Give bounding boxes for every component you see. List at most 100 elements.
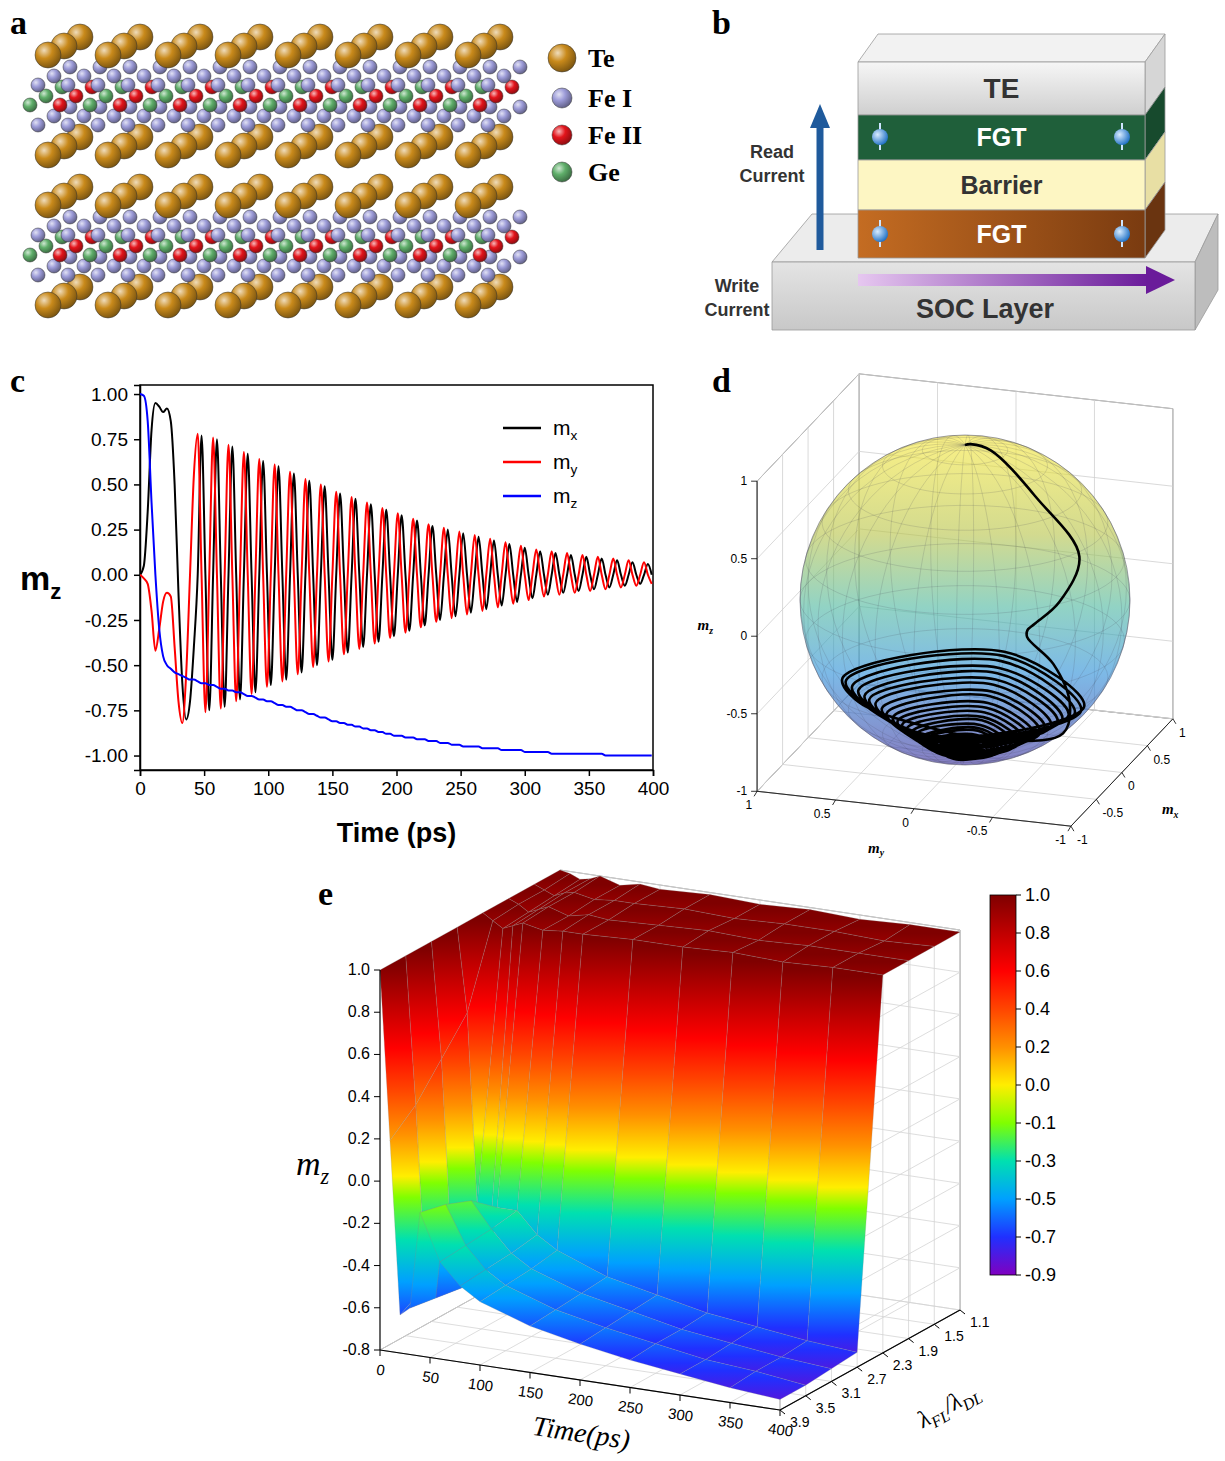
atom: [91, 268, 105, 282]
atom: [513, 60, 527, 74]
tick-label: 0.4: [348, 1088, 370, 1105]
atom: [123, 60, 137, 74]
atom: [377, 219, 391, 233]
atom: [443, 248, 457, 262]
atom: [391, 228, 405, 242]
atom: [31, 118, 45, 132]
panel-letter: e: [318, 875, 333, 912]
atom: [47, 69, 61, 83]
atom: [95, 192, 121, 218]
tick-label: 3.9: [790, 1414, 810, 1430]
spin: [872, 129, 888, 145]
atom: [77, 69, 91, 83]
label-subscript: z: [571, 496, 578, 511]
crystal-structure: TeFe IFe IIGe: [23, 24, 642, 318]
atom: [497, 219, 511, 233]
atom: [437, 219, 451, 233]
atom: [91, 228, 105, 242]
surface-cell: [807, 967, 883, 1352]
tick-mark: [134, 394, 140, 396]
atom: [121, 118, 135, 132]
atom: [23, 248, 37, 262]
tick-mark: [1147, 746, 1150, 751]
atom: [481, 228, 495, 242]
atom: [335, 142, 361, 168]
arrow-label: WriteCurrent: [704, 276, 769, 320]
tick-mark: [580, 1380, 581, 1386]
atom: [91, 78, 105, 92]
tick: -0.75: [85, 700, 140, 721]
tick-mark: [374, 1054, 380, 1055]
tick-mark: [630, 1388, 631, 1394]
legend-swatch: [503, 461, 541, 464]
colorbar: [990, 895, 1016, 1275]
atom: [455, 192, 481, 218]
atom: [497, 69, 511, 83]
atom: [513, 250, 527, 264]
tick-label: -0.7: [1025, 1227, 1056, 1247]
grid-line: [757, 791, 1071, 826]
label-subscript: x: [571, 428, 578, 443]
atom: [173, 248, 187, 262]
sphere-chart: -1-0.500.51-1-0.500.51-1-0.500.51mxmymz: [698, 374, 1186, 859]
atom: [95, 142, 121, 168]
line-chart: 050100150200250300350400-1.00-0.75-0.50-…: [20, 384, 669, 848]
atom: [513, 210, 527, 224]
tick-mark: [374, 1181, 380, 1182]
tick-mark: [806, 1396, 811, 1400]
atom: [151, 268, 165, 282]
tick-mark: [1016, 1047, 1021, 1048]
atom: [241, 228, 255, 242]
tick-label: 250: [617, 1397, 644, 1418]
atom: [421, 268, 435, 282]
stack-side: [1145, 182, 1165, 258]
tick: 250: [445, 770, 477, 799]
tick-mark: [134, 484, 140, 486]
tick-mark: [1016, 1275, 1021, 1276]
tick-label: 0.5: [814, 807, 831, 821]
tick-mark: [374, 1012, 380, 1013]
atom: [481, 118, 495, 132]
legend-swatch: [552, 125, 572, 145]
atom: [275, 192, 301, 218]
atom: [31, 268, 45, 282]
atom: [121, 268, 135, 282]
tick-label: -0.50: [85, 655, 128, 676]
tick: 350: [574, 770, 606, 799]
atom: [183, 210, 197, 224]
atom: [271, 228, 285, 242]
atom: [181, 228, 195, 242]
atom: [413, 248, 427, 262]
stack-layer: [858, 115, 1145, 160]
tick-mark: [332, 770, 334, 776]
atom: [257, 219, 271, 233]
atom: [61, 268, 75, 282]
tick-mark: [1016, 1237, 1021, 1238]
atom: [257, 69, 271, 83]
atom: [481, 78, 495, 92]
atom: [361, 228, 375, 242]
tick-mark: [134, 620, 140, 622]
stack-layer: [858, 62, 1145, 115]
label-subscript: z: [708, 625, 713, 636]
tick-label: 0.00: [91, 564, 128, 585]
legend-swatch: [552, 88, 572, 108]
atom: [451, 78, 465, 92]
layer-label: FGT: [977, 123, 1027, 151]
atom: [31, 228, 45, 242]
legend-swatch: [503, 495, 541, 498]
atom: [497, 259, 511, 273]
atom: [173, 98, 187, 112]
atom: [227, 69, 241, 83]
atom: [121, 78, 135, 92]
tick-label: 50: [421, 1367, 440, 1386]
tick-label: 0: [902, 816, 909, 830]
tick-mark: [530, 1373, 531, 1379]
atom: [353, 248, 367, 262]
tick-mark: [960, 1310, 965, 1314]
tick-label: -1.00: [85, 745, 128, 766]
atom: [61, 78, 75, 92]
atom: [301, 78, 315, 92]
tick-mark: [751, 481, 757, 482]
label-subscript: z: [320, 1164, 330, 1189]
